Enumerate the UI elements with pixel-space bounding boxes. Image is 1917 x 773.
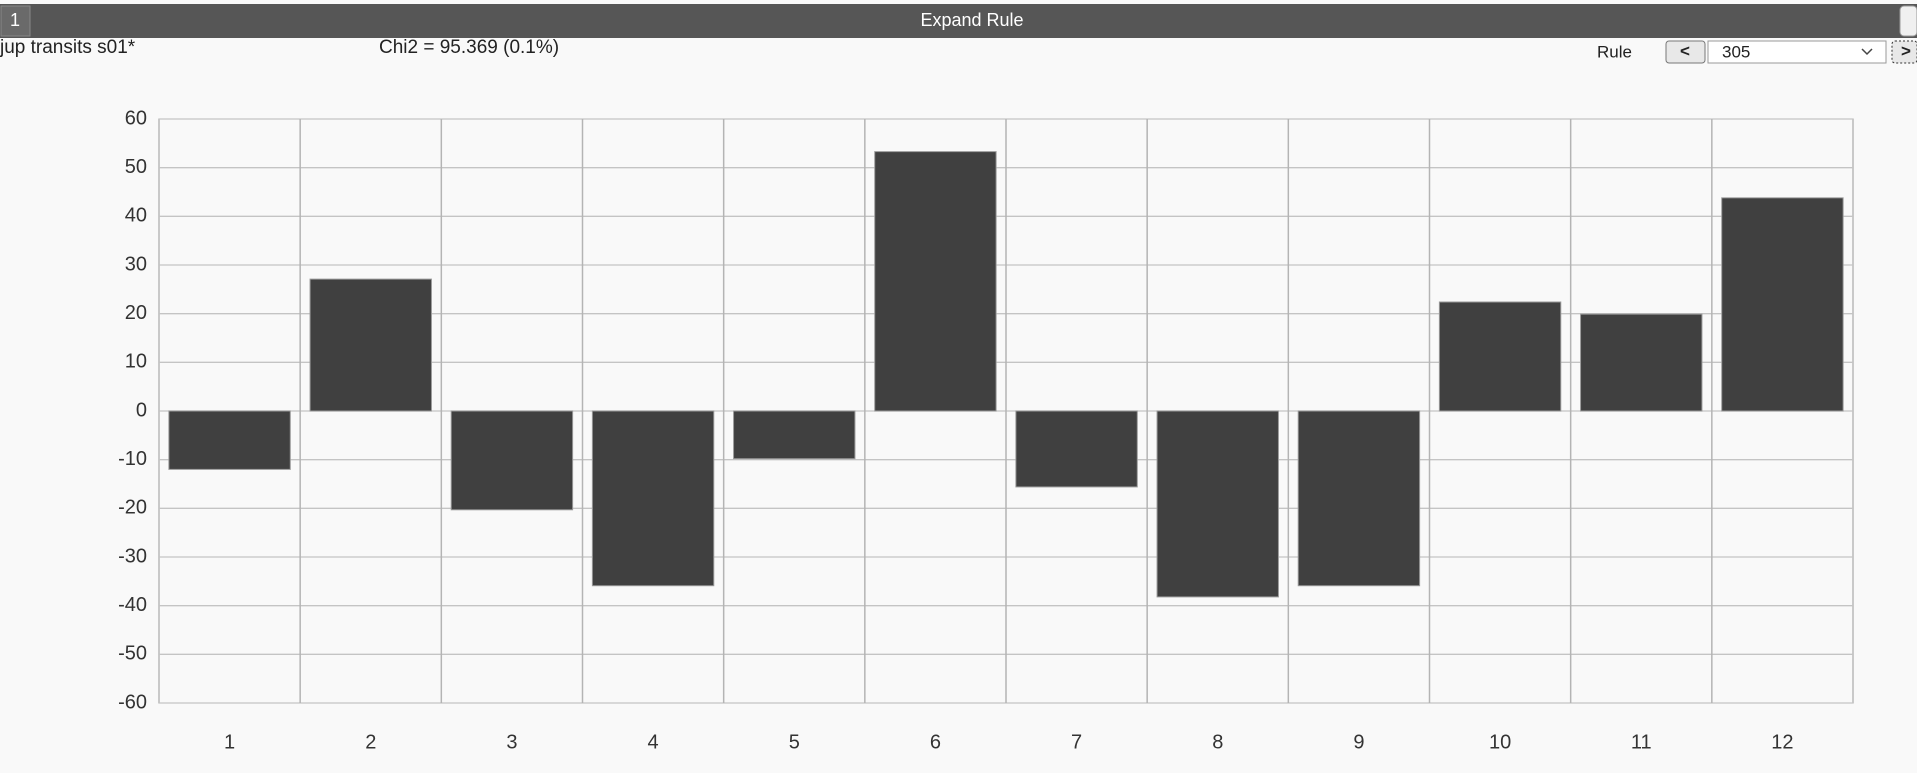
next-label: >	[1901, 41, 1911, 60]
chi2-stat: Chi2 = 95.369 (0.1%)	[379, 37, 559, 58]
x-tick-label: 3	[506, 731, 517, 753]
x-tick-label: 1	[224, 731, 235, 753]
rule-value: 305	[1722, 42, 1750, 61]
window-control[interactable]	[1899, 5, 1917, 37]
x-tick-label: 5	[789, 731, 800, 753]
y-tick-label: -30	[118, 545, 147, 567]
bar	[733, 410, 856, 460]
bar	[1015, 410, 1138, 488]
bar	[1438, 301, 1562, 412]
x-tick-label: 2	[365, 731, 376, 753]
y-tick-label: 50	[125, 156, 147, 178]
x-tick-label: 4	[648, 731, 659, 753]
y-tick-label: 20	[125, 302, 147, 324]
dataset-name: jup transits s01*	[0, 37, 136, 58]
title-bar	[0, 4, 1917, 38]
y-tick-label: 10	[125, 351, 147, 373]
prev-button[interactable]	[1665, 40, 1706, 64]
bar	[1580, 313, 1703, 412]
y-tick-label: -20	[118, 497, 147, 519]
x-tick-label: 8	[1212, 731, 1223, 753]
prev-label: <	[1680, 41, 1690, 60]
window-title: Expand Rule	[920, 10, 1023, 30]
next-button[interactable]	[1891, 40, 1917, 64]
y-tick-label: 0	[136, 399, 147, 421]
y-tick-label: 30	[125, 253, 147, 275]
x-tick-label: 7	[1071, 731, 1082, 753]
y-tick-label: -50	[118, 643, 147, 665]
bar	[309, 278, 432, 412]
x-tick-label: 9	[1353, 731, 1364, 753]
y-tick-label: -40	[118, 594, 147, 616]
y-tick-label: 40	[125, 205, 147, 227]
y-tick-label: -60	[118, 691, 147, 713]
window-number: 1	[10, 10, 20, 30]
y-tick-label: -10	[118, 448, 147, 470]
rule-label: Rule	[1597, 42, 1632, 61]
x-tick-label: 12	[1771, 731, 1793, 753]
bar	[874, 151, 997, 412]
select-arrow	[1861, 48, 1873, 56]
bar	[168, 410, 291, 470]
bar	[450, 410, 574, 511]
x-tick-label: 11	[1631, 731, 1652, 753]
y-tick-label: 60	[125, 107, 147, 129]
x-tick-label: 6	[930, 731, 941, 753]
bar	[591, 410, 715, 587]
x-tick-label: 10	[1489, 731, 1511, 753]
window-number-box[interactable]	[0, 5, 31, 37]
bar	[1721, 197, 1844, 412]
bar	[1156, 410, 1279, 598]
bar	[1297, 410, 1421, 587]
rule-select[interactable]	[1707, 40, 1887, 64]
